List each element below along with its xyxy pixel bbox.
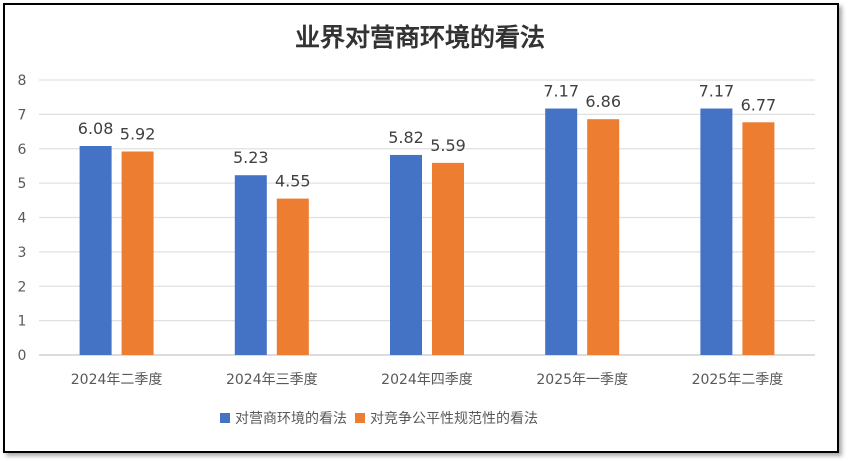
bar [432, 162, 464, 355]
x-tick-label: 2024年二季度 [71, 372, 163, 388]
bar [545, 108, 578, 355]
chart-title: 业界对营商环境的看法 [295, 23, 545, 52]
bar [700, 108, 733, 355]
y-tick-label: 7 [18, 107, 27, 123]
legend-swatch [355, 413, 365, 423]
y-tick-label: 2 [18, 279, 27, 295]
legend-swatch [220, 413, 230, 423]
bar [276, 198, 309, 355]
bar [742, 122, 775, 355]
bar [79, 146, 112, 355]
x-tick-label: 2025年一季度 [536, 372, 628, 388]
x-tick-label: 2025年二季度 [692, 372, 784, 388]
bar [121, 151, 154, 355]
bar [587, 119, 620, 355]
y-tick-label: 4 [18, 211, 27, 227]
y-tick-label: 3 [18, 245, 27, 261]
x-tick-label: 2024年四季度 [381, 372, 473, 388]
data-label: 6.08 [78, 119, 114, 138]
data-label: 5.59 [430, 136, 466, 155]
y-tick-label: 5 [18, 176, 27, 192]
bar [234, 175, 267, 355]
data-label: 5.92 [120, 125, 156, 144]
data-label: 4.55 [275, 172, 311, 191]
data-label: 7.17 [543, 82, 579, 101]
data-label: 5.82 [388, 128, 424, 147]
legend-label: 对营商环境的看法 [235, 411, 347, 427]
bar [390, 154, 422, 355]
data-label: 5.23 [233, 148, 269, 167]
y-tick-label: 6 [18, 142, 27, 158]
legend-label: 对竞争公平性规范性的看法 [370, 410, 538, 427]
data-label: 6.86 [585, 92, 621, 111]
data-label: 6.77 [741, 95, 777, 114]
y-tick-label: 0 [18, 348, 27, 364]
y-tick-label: 1 [18, 314, 27, 330]
data-label: 7.17 [699, 82, 735, 101]
x-tick-label: 2024年三季度 [226, 372, 318, 388]
y-tick-label: 8 [18, 73, 27, 89]
